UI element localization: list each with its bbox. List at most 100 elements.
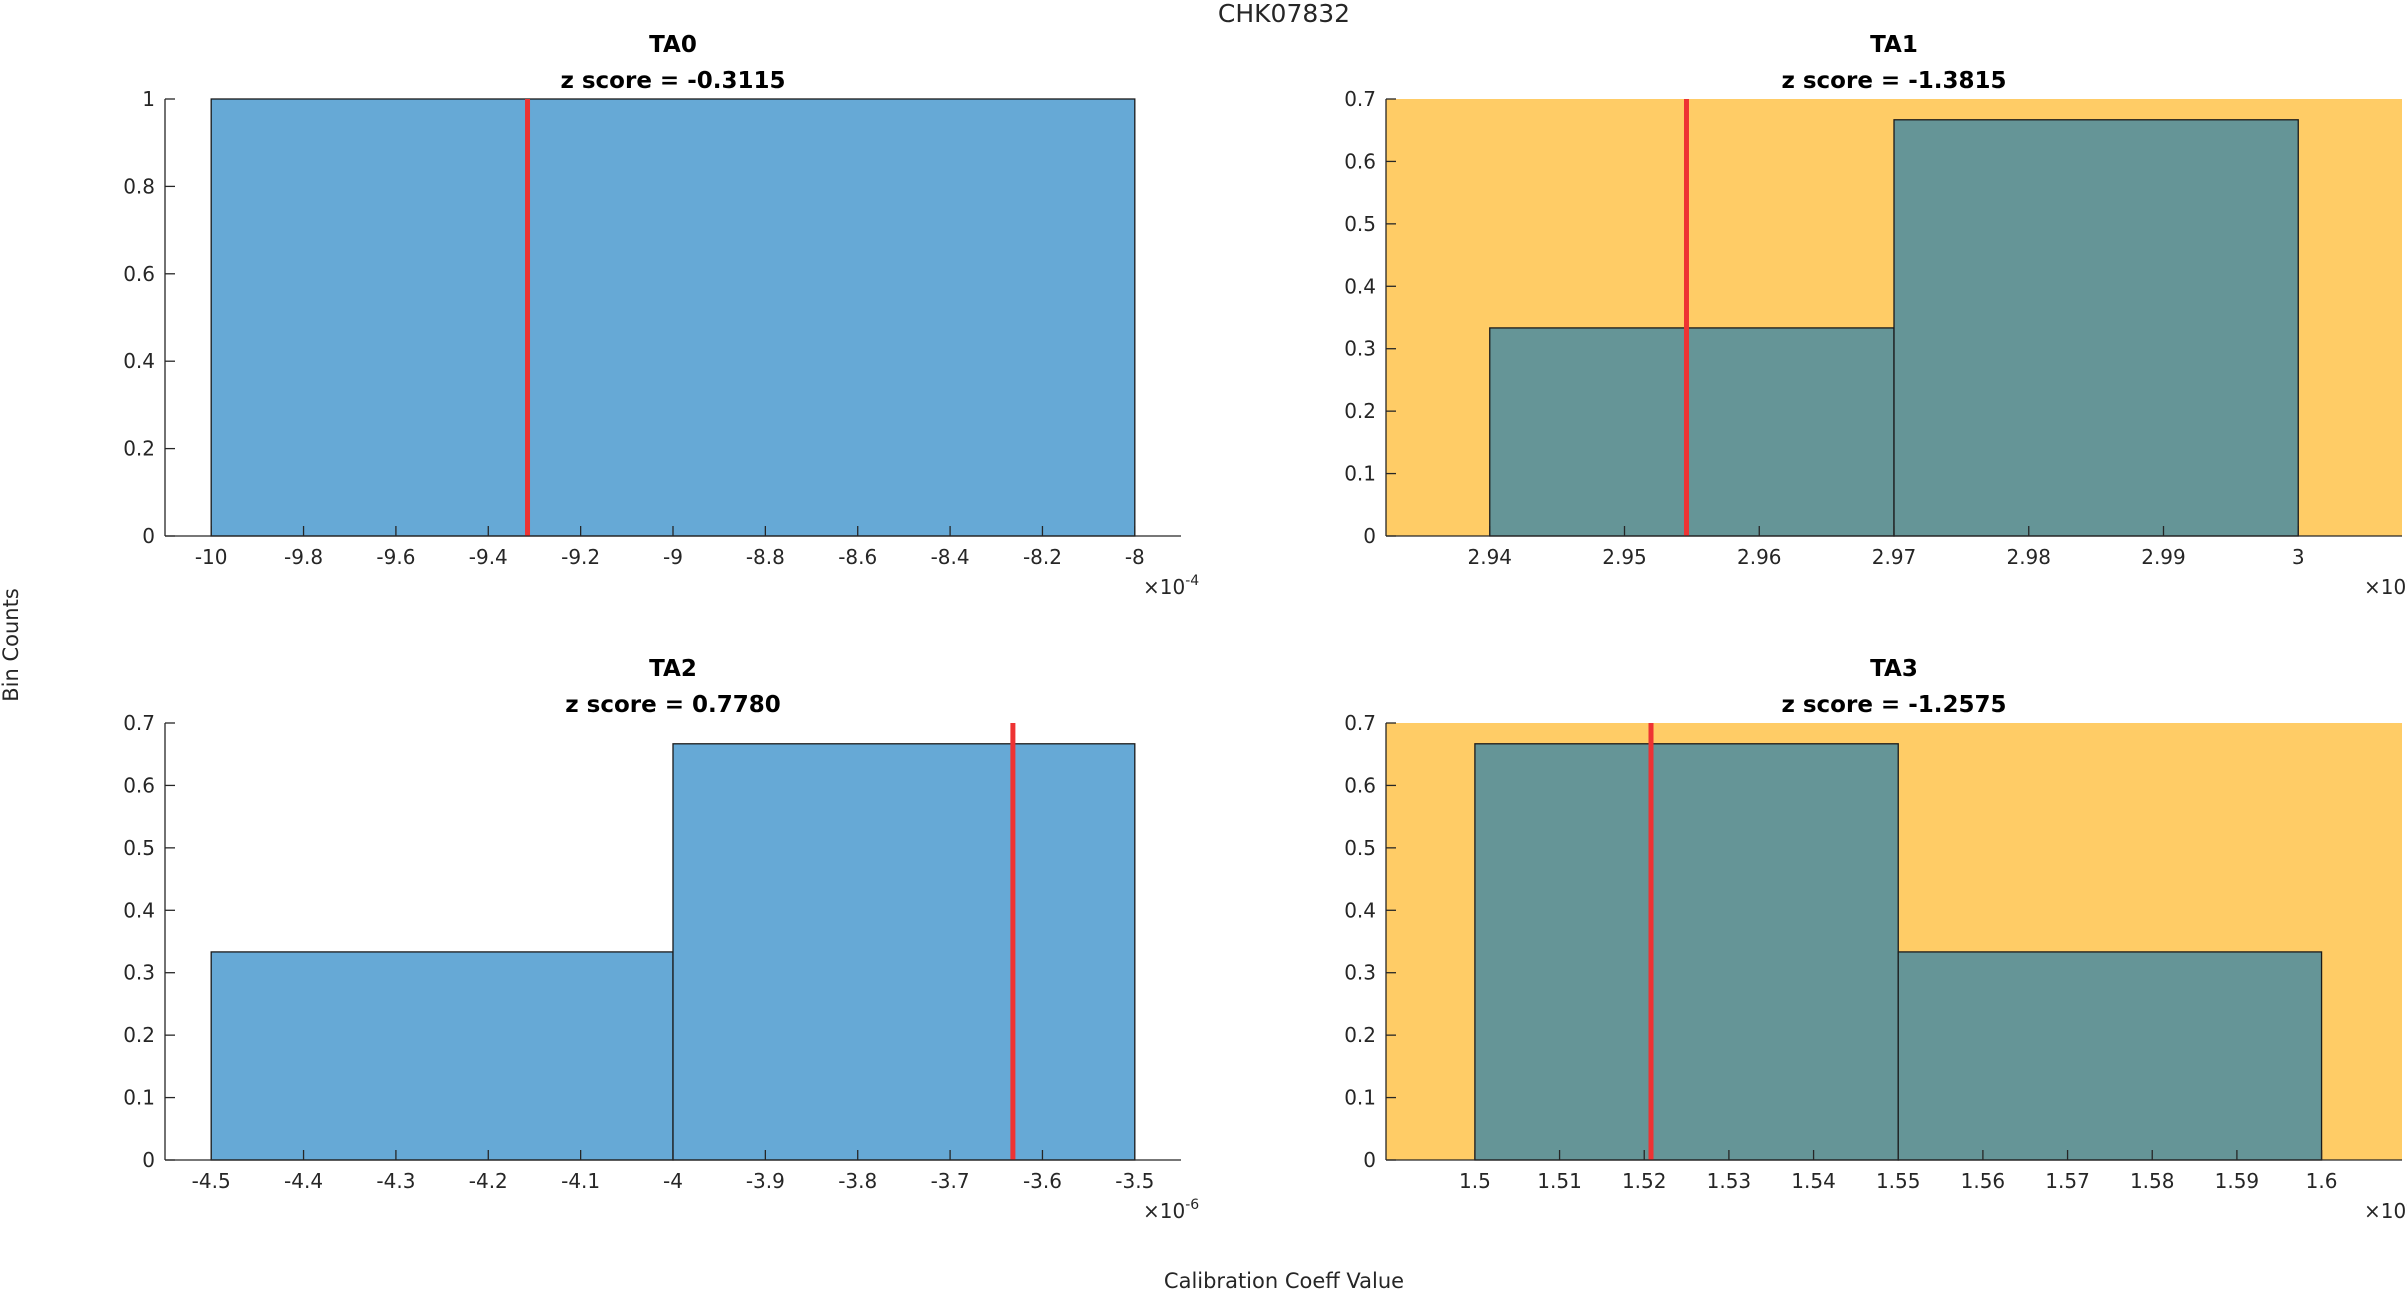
x-tick-label: 1.5 [1459, 1169, 1491, 1193]
x-tick-label: 1.57 [2045, 1169, 2090, 1193]
panel-title: TA2 [649, 656, 697, 682]
x-tick-label: -9.6 [376, 545, 415, 569]
panel-ta3: 0 0.1 0.2 0.3 0.4 0.5 0.6 0.7 1.5 1.51 1.52 1.53 1.5… [1344, 656, 2407, 1223]
y-tick-label: 0.5 [123, 836, 155, 860]
y-tick-label: 0.6 [1344, 773, 1376, 797]
histogram-bar [1474, 743, 1899, 1161]
x-tick-label: -8.8 [746, 545, 785, 569]
panel-zscore: z score = -1.2575 [1781, 692, 2006, 718]
x-exponent-power: -6 [1185, 1197, 1199, 1213]
x-tick-label: 1.6 [2306, 1169, 2338, 1193]
x-tick-label: -4.4 [284, 1169, 323, 1193]
y-tick-label: 0 [1363, 1148, 1376, 1172]
x-tick-label: -10 [195, 545, 228, 569]
x-exponent-power: -4 [1185, 573, 1199, 589]
y-tick-label: 0.6 [1344, 149, 1376, 173]
x-tick-label: 2.99 [2141, 545, 2186, 569]
y-tick-label: 0.6 [123, 262, 155, 286]
y-tick-label: 0.7 [1344, 87, 1376, 111]
x-tick-label: -3.9 [746, 1169, 785, 1193]
figure-ylabel: Bin Counts [0, 588, 23, 702]
panel-title: TA0 [649, 32, 697, 58]
y-tick-label: 0.7 [123, 711, 155, 735]
y-tick-label: 0 [1363, 524, 1376, 548]
x-tick-label: -9.4 [469, 545, 508, 569]
x-tick-label: 2.97 [1872, 545, 1917, 569]
y-tick-label: 0.6 [123, 773, 155, 797]
x-tick-label: 1.52 [1622, 1169, 1667, 1193]
panel-zscore: z score = 0.7780 [565, 692, 781, 718]
y-tick-label: 0.7 [1344, 711, 1376, 735]
y-tick-label: 0 [142, 524, 155, 548]
y-tick-label: 0.2 [123, 1023, 155, 1047]
y-tick-label: 0.1 [1344, 1086, 1376, 1110]
x-tick-label: 2.94 [1467, 545, 1512, 569]
x-exponent-base: ×10 [2364, 1199, 2406, 1223]
x-exponent-label: ×10-6 [1143, 1197, 1199, 1223]
figure-xlabel: Calibration Coeff Value [1164, 1269, 1404, 1290]
y-tick-label: 0.3 [1344, 337, 1376, 361]
x-exponent-base: ×10 [1143, 575, 1185, 599]
x-exponent-base: ×10 [2364, 575, 2406, 599]
y-tick-label: 0.2 [1344, 399, 1376, 423]
histogram-bar [1897, 951, 2323, 1161]
histogram-bar [210, 98, 1136, 537]
y-tick-label: 0.3 [1344, 961, 1376, 985]
x-tick-label: 1.54 [1791, 1169, 1836, 1193]
x-exponent-label: ×10-7 [2364, 1197, 2407, 1223]
figure-suptitle: CHK07832 [1218, 0, 1350, 28]
x-tick-label: -8 [1125, 545, 1145, 569]
x-tick-label: -4 [663, 1169, 683, 1193]
x-tick-label: -9 [663, 545, 683, 569]
y-tick-label: 0.5 [1344, 212, 1376, 236]
x-tick-label: 1.59 [2215, 1169, 2260, 1193]
y-tick-label: 0.4 [1344, 274, 1376, 298]
x-tick-label: -9.2 [561, 545, 600, 569]
x-exponent-base: ×10 [1143, 1199, 1185, 1223]
x-tick-label: 2.98 [2006, 545, 2051, 569]
y-tick-label: 0.4 [123, 898, 155, 922]
x-tick-label: 3 [2292, 545, 2305, 569]
x-tick-label: -9.8 [284, 545, 323, 569]
panel-zscore: z score = -1.3815 [1781, 68, 2006, 94]
histogram-bar [210, 951, 674, 1161]
x-tick-label: 1.56 [1961, 1169, 2006, 1193]
y-tick-label: 0 [142, 1148, 155, 1172]
y-tick-label: 0.4 [1344, 898, 1376, 922]
x-tick-label: -3.8 [838, 1169, 877, 1193]
panel-ta1: 0 0.1 0.2 0.3 0.4 0.5 0.6 0.7 2.94 2.95 2.96 2.97 2.… [1344, 32, 2407, 599]
y-tick-label: 1 [142, 87, 155, 111]
x-tick-label: -3.5 [1115, 1169, 1154, 1193]
histogram-bar [672, 743, 1136, 1161]
panel-title: TA3 [1870, 656, 1918, 682]
y-tick-label: 0.1 [1344, 462, 1376, 486]
histogram-bar [1893, 119, 2299, 537]
x-exponent-label: ×10-4 [1143, 573, 1199, 599]
panel-title: TA1 [1870, 32, 1918, 58]
x-tick-label: -8.4 [931, 545, 970, 569]
x-tick-label: -8.2 [1023, 545, 1062, 569]
x-tick-label: 2.95 [1602, 545, 1647, 569]
x-tick-label: 1.53 [1707, 1169, 1752, 1193]
y-tick-label: 0.1 [123, 1086, 155, 1110]
y-tick-label: 0.2 [1344, 1023, 1376, 1047]
panels: 0 0.2 0.4 0.6 0.8 1 -10 -9.8 -9.6 -9.4 -9.2 -9 -8.8 -… [123, 32, 2407, 1223]
x-tick-label: 2.96 [1737, 545, 1782, 569]
y-tick-label: 0.3 [123, 961, 155, 985]
x-tick-label: -8.6 [838, 545, 877, 569]
panel-ta2: 0 0.1 0.2 0.3 0.4 0.5 0.6 0.7 -4.5 -4.4 -4.3 -4.2 -4… [123, 656, 1199, 1223]
panel-zscore: z score = -0.3115 [560, 68, 785, 94]
x-tick-label: 1.55 [1876, 1169, 1921, 1193]
x-tick-label: -4.1 [561, 1169, 600, 1193]
panel-ta0: 0 0.2 0.4 0.6 0.8 1 -10 -9.8 -9.6 -9.4 -9.2 -9 -8.8 -… [123, 32, 1199, 599]
y-tick-label: 0.4 [123, 349, 155, 373]
x-exponent-label: ×10-4 [2364, 573, 2407, 599]
x-tick-label: -4.3 [376, 1169, 415, 1193]
histogram-bar [1489, 327, 1895, 537]
y-tick-label: 0.2 [123, 437, 155, 461]
x-tick-label: -3.7 [931, 1169, 970, 1193]
x-tick-label: 1.58 [2130, 1169, 2175, 1193]
x-tick-label: -3.6 [1023, 1169, 1062, 1193]
x-tick-label: -4.5 [192, 1169, 231, 1193]
